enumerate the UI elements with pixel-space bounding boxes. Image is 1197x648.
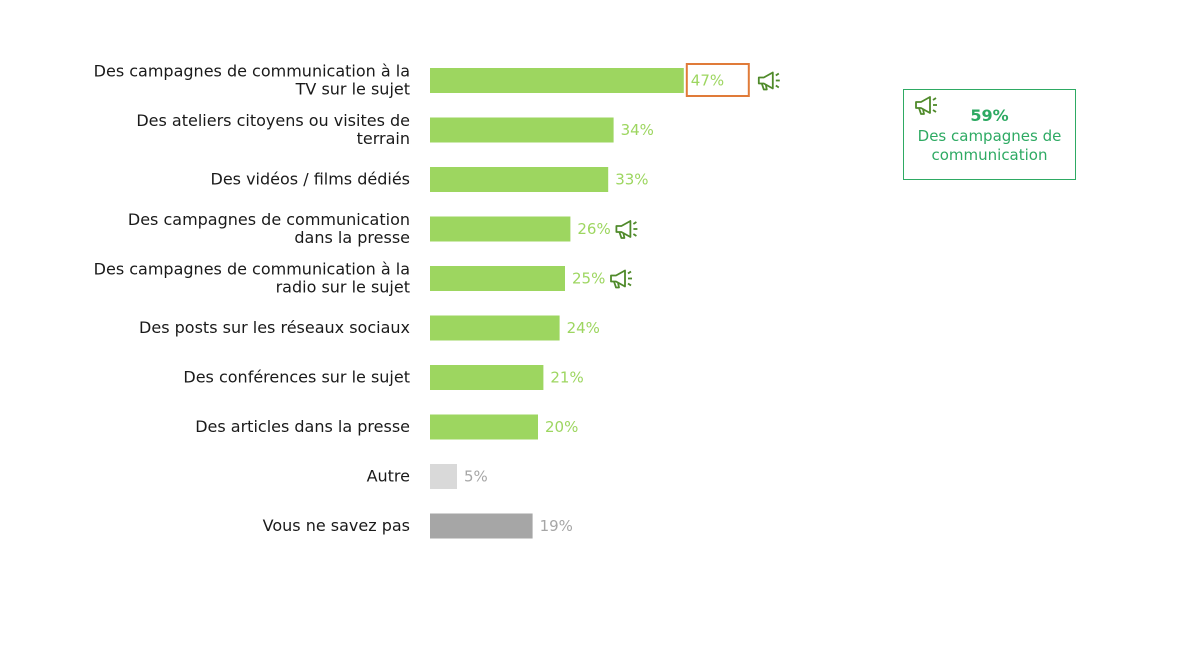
value-label-3: 26% — [577, 220, 610, 238]
bar-4 — [430, 266, 565, 291]
value-label-8: 5% — [464, 468, 488, 486]
value-label-7: 20% — [545, 418, 578, 436]
callout-box: 59% Des campagnes de communication — [903, 89, 1076, 180]
value-label-9: 19% — [540, 517, 573, 535]
megaphone-icon — [757, 71, 780, 91]
value-label-2: 33% — [615, 171, 648, 189]
category-label-1-line-0: Des ateliers citoyens ou visites de — [136, 111, 410, 130]
category-label-2: Des vidéos / films dédiés — [211, 170, 411, 189]
category-label-5: Des posts sur les réseaux sociaux — [139, 318, 410, 337]
megaphone-icon — [610, 269, 632, 289]
category-label-0-line-1: TV sur le sujet — [295, 80, 410, 99]
bar-7 — [430, 414, 538, 440]
megaphone-icon — [915, 96, 937, 115]
value-label-1: 34% — [621, 121, 654, 139]
megaphone-icon — [615, 220, 638, 239]
callout-value: 59% — [970, 106, 1009, 125]
category-label-0-line-0: Des campagnes de communication à la — [94, 62, 410, 81]
category-label-3-line-0: Des campagnes de communication — [128, 210, 410, 229]
category-label-7: Des articles dans la presse — [195, 417, 410, 436]
value-label-5: 24% — [567, 319, 600, 337]
callout-text-line-1: Des campagnes de — [917, 127, 1062, 145]
bar-2 — [430, 167, 609, 192]
bar-6 — [430, 365, 544, 390]
category-label-6: Des conférences sur le sujet — [183, 368, 410, 387]
category-label-4-line-1: radio sur le sujet — [276, 278, 410, 297]
category-label-9: Vous ne savez pas — [263, 516, 410, 535]
callout-text-line-2: communication — [931, 146, 1048, 164]
category-label-3-line-1: dans la presse — [294, 228, 410, 247]
category-label-1-line-1: terrain — [357, 129, 410, 148]
callout-text: Des campagnes de communication — [904, 127, 1075, 165]
value-label-6: 21% — [550, 369, 583, 387]
bar-1 — [430, 117, 614, 143]
category-label-4-line-0: Des campagnes de communication à la — [94, 260, 410, 279]
value-label-0: 47% — [691, 72, 724, 90]
bar-5 — [430, 315, 560, 341]
highlight-box — [685, 63, 750, 97]
category-label-8: Autre — [367, 467, 410, 486]
bar-0 — [430, 68, 684, 93]
bar-9 — [430, 513, 533, 539]
value-label-4: 25% — [572, 270, 605, 288]
bar-3 — [430, 216, 571, 242]
bar-8 — [430, 464, 457, 489]
